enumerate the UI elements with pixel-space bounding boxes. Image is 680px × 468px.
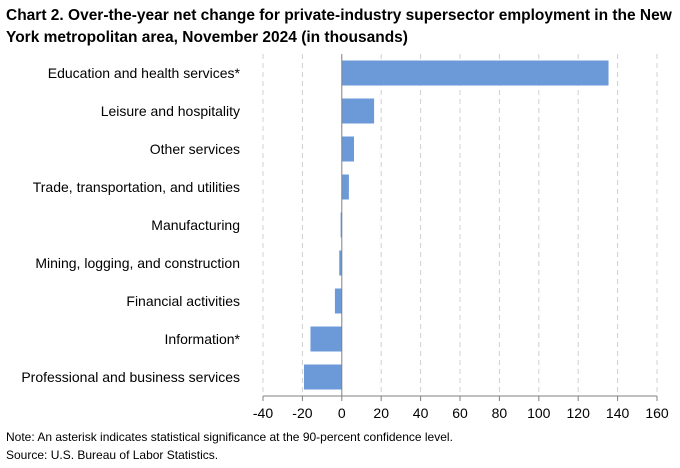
- x-tick-label: 120: [567, 405, 591, 421]
- x-tick-label: -40: [253, 405, 273, 421]
- bar: [339, 250, 342, 276]
- bar: [341, 136, 355, 162]
- bar: [341, 174, 349, 200]
- category-label: Trade, transportation, and utilities: [33, 179, 240, 195]
- chart-title: Chart 2. Over-the-year net change for pr…: [6, 7, 672, 46]
- bars: [303, 60, 609, 390]
- bar: [303, 364, 342, 390]
- bar: [341, 98, 375, 124]
- bar: [334, 288, 342, 314]
- x-tick-label: 40: [413, 405, 429, 421]
- x-tick-label: 0: [338, 405, 346, 421]
- x-tick-label: 160: [645, 405, 669, 421]
- x-tick-label: -20: [292, 405, 312, 421]
- category-label: Mining, logging, and construction: [35, 255, 240, 271]
- x-tick-label: 60: [452, 405, 468, 421]
- bar: [310, 326, 342, 352]
- category-label: Manufacturing: [151, 217, 240, 233]
- bar: [340, 212, 342, 238]
- x-axis: -40 -20 0 20 40 60 80 100 120 140 160: [253, 54, 669, 421]
- bar: [341, 60, 609, 86]
- x-tick-label: 20: [373, 405, 389, 421]
- category-labels: Education and health services* Leisure an…: [21, 65, 240, 385]
- category-label: Professional and business services: [21, 369, 240, 385]
- footnote: Note: An asterisk indicates statistical …: [6, 430, 453, 444]
- source-note: Source: U.S. Bureau of Labor Statistics.: [6, 448, 219, 462]
- x-tick-label: 140: [606, 405, 630, 421]
- x-tick-label: 100: [527, 405, 551, 421]
- grid-lines: [262, 54, 658, 396]
- category-label: Other services: [150, 141, 240, 157]
- bar-chart: Education and health services* Leisure an…: [21, 54, 669, 421]
- category-label: Leisure and hospitality: [101, 103, 240, 119]
- category-label: Education and health services*: [48, 65, 241, 81]
- category-label: Information*: [165, 331, 241, 347]
- x-tick-label: 80: [492, 405, 508, 421]
- category-label: Financial activities: [126, 293, 240, 309]
